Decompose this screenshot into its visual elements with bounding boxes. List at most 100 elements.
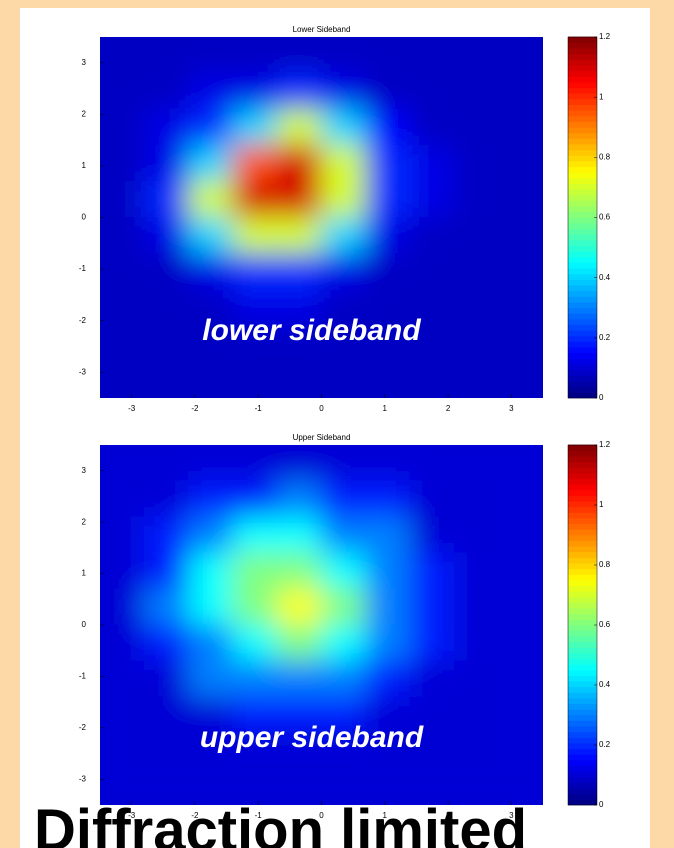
heatmap-cell (321, 289, 367, 327)
colorbar-segment (568, 363, 597, 371)
heatmap-cell (188, 552, 234, 590)
heatmap-cell (453, 624, 500, 662)
heatmap-cell (365, 144, 411, 182)
heatmap-cell (453, 732, 500, 770)
x-tick-label: 1 (383, 811, 388, 820)
colorbar-segment (568, 369, 597, 376)
heatmap-cell (188, 361, 234, 398)
heatmap-cell (498, 552, 543, 590)
heatmap-cell (188, 660, 234, 698)
colorbar-segment (568, 658, 597, 665)
heatmap-cell (232, 72, 278, 110)
heatmap-cell (276, 480, 322, 518)
heatmap-cell (409, 217, 455, 255)
heatmap-cell (365, 732, 411, 770)
heatmap-cell (409, 660, 455, 698)
heatmap-cell (453, 768, 500, 805)
heatmap-cell (232, 696, 278, 734)
colorbar-tick-label: 1.2 (599, 32, 611, 41)
colorbar-segment (568, 93, 597, 100)
y-tick-label: -2 (79, 723, 87, 732)
colorbar-segment (568, 335, 597, 342)
heatmap-cell (143, 72, 190, 110)
heatmap-cell (321, 325, 367, 363)
heatmap-cell (276, 516, 322, 554)
heatmap-cell (188, 108, 234, 146)
heatmap-cell (321, 108, 367, 146)
colorbar-segment (568, 200, 597, 207)
colorbar-segment (568, 251, 597, 258)
colorbar-tick-label: 1 (599, 92, 604, 101)
heatmap-cell (100, 768, 145, 805)
heatmap-cell (498, 72, 543, 110)
colorbar-segment (568, 495, 597, 502)
heatmap-cell (232, 217, 278, 255)
heatmap-cell (232, 732, 278, 770)
colorbar-segment (568, 143, 597, 151)
colorbar-segment (568, 697, 597, 705)
heatmap-cell (232, 445, 278, 482)
heatmap-cell (498, 480, 543, 518)
colorbar-segment (568, 737, 597, 744)
heatmap-cell (321, 445, 367, 482)
heatmap-cell (276, 696, 322, 734)
heatmap-cell (453, 144, 500, 182)
heatmap-cell (276, 361, 322, 398)
heatmap-cell (453, 696, 500, 734)
heatmap-cell (498, 289, 543, 327)
colorbar-segment (568, 765, 597, 772)
colorbar-segment (568, 59, 597, 66)
colorbar-segment (568, 624, 597, 631)
y-tick-label: -1 (79, 264, 87, 273)
heatmap-cell (409, 588, 455, 626)
plot-area (100, 37, 543, 398)
colorbar-segment (568, 330, 597, 337)
heatmap-cell (143, 588, 190, 626)
colorbar-tick-label: 1.2 (599, 440, 611, 449)
colorbar-segment (568, 613, 597, 620)
colorbar-segment (568, 273, 597, 280)
colorbar-segment (568, 540, 597, 547)
colorbar-segment (568, 352, 597, 359)
x-tick-label: -1 (255, 404, 263, 413)
heatmap-cell (276, 768, 322, 805)
heatmap-cell (188, 445, 234, 482)
heatmap-cells (100, 37, 543, 398)
heatmap-cell (232, 361, 278, 398)
colorbar-segment (568, 568, 597, 575)
colorbar-segment (568, 279, 597, 286)
heatmap-cell (232, 552, 278, 590)
heatmap-cell (100, 552, 145, 590)
colorbar-segment (568, 267, 597, 275)
colorbar-segment (568, 126, 597, 134)
heatmap-cell (143, 361, 190, 398)
colorbar-segment (568, 590, 597, 598)
colorbar-segment (568, 284, 597, 292)
heatmap-cell (143, 108, 190, 146)
heatmap-cell (188, 144, 234, 182)
heatmap-cell (321, 768, 367, 805)
heatmap-cell (276, 588, 322, 626)
y-tick-label: 3 (82, 58, 87, 67)
colorbar-segment (568, 799, 597, 806)
y-tick-label: 2 (82, 517, 87, 526)
colorbar-segment (568, 489, 597, 496)
heatmap-cell (409, 361, 455, 398)
heatmap-cell (321, 37, 367, 74)
heatmap-cell (321, 588, 367, 626)
heatmap-cell (498, 516, 543, 554)
colorbar-segment (568, 725, 597, 733)
heatmap-cell (276, 144, 322, 182)
heatmap-cell (453, 361, 500, 398)
colorbar-segment (568, 115, 597, 122)
colorbar-tick-label: 0.6 (599, 213, 611, 222)
colorbar-segment (568, 500, 597, 508)
heatmap-cell (498, 660, 543, 698)
heatmap-cell (321, 144, 367, 182)
colorbar-segment (568, 748, 597, 755)
colorbar-segment (568, 318, 597, 325)
heatmap-cell (453, 325, 500, 363)
colorbar-tick-label: 1 (599, 500, 604, 509)
heatmap-cell (232, 660, 278, 698)
heatmap-cell (453, 289, 500, 327)
